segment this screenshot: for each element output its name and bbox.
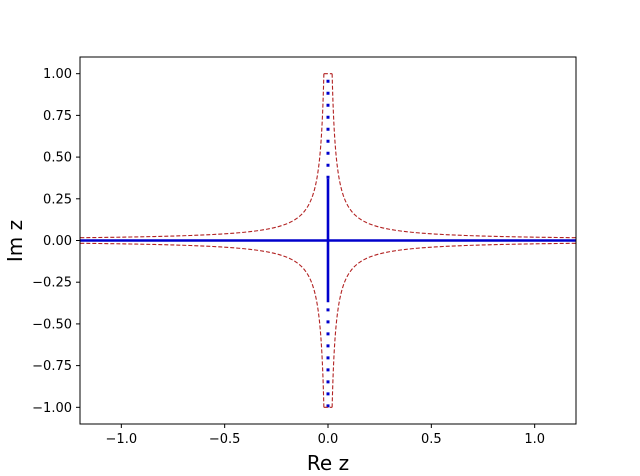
y-tick-label-1: −0.75 <box>32 359 72 374</box>
plot-area <box>79 56 577 425</box>
x-axis: −1.0 −0.5 0.0 0.5 1.0 <box>106 424 545 447</box>
x-tick-label-1: −0.5 <box>209 432 241 447</box>
x-tick-label-4: 1.0 <box>524 432 545 447</box>
x-tick-label-2: 0.0 <box>318 432 339 447</box>
contour-lower-left <box>80 242 325 408</box>
series-group <box>80 73 576 408</box>
x-axis-title: Re z <box>307 451 349 475</box>
contour-upper-right <box>331 73 576 239</box>
contour-lower-right <box>331 242 576 408</box>
y-tick-label-4: 0.00 <box>43 234 72 249</box>
y-tick-label-7: 0.75 <box>43 109 72 124</box>
y-tick-label-5: 0.25 <box>43 192 72 207</box>
y-tick-label-8: 1.00 <box>43 67 72 82</box>
y-axis-title: Im z <box>3 220 27 262</box>
contour-upper-left <box>80 73 325 239</box>
y-tick-label-6: 0.50 <box>43 151 72 166</box>
y-axis: −1.00 −0.75 −0.50 −0.25 0.00 0.25 0.50 0.75 1.00 <box>32 67 80 416</box>
x-tick-label-3: 0.5 <box>421 432 442 447</box>
x-tick-label-0: −1.0 <box>106 432 138 447</box>
y-tick-label-0: −1.00 <box>32 401 72 416</box>
y-tick-label-3: −0.25 <box>32 276 72 291</box>
y-tick-label-2: −0.50 <box>32 317 72 332</box>
